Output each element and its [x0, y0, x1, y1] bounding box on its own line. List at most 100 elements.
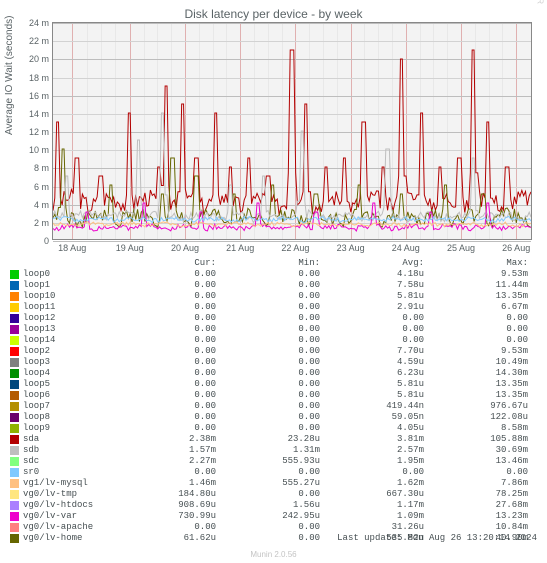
val-min: 0.00 [216, 533, 320, 544]
val-max: 8.58m [424, 423, 528, 434]
legend-row: loop60.000.005.81u13.35m [10, 390, 540, 401]
series-name: loop12 [23, 313, 112, 324]
swatch-icon [10, 358, 19, 367]
val-min: 0.00 [216, 335, 320, 346]
val-cur: 0.00 [112, 269, 216, 280]
val-avg: 59.05n [320, 412, 424, 423]
val-max: 13.35m [424, 390, 528, 401]
tool-label: Munin 2.0.56 [0, 550, 547, 559]
val-max: 27.68m [424, 500, 528, 511]
series-name: loop7 [23, 401, 112, 412]
series-name: sda [23, 434, 112, 445]
val-cur: 0.00 [112, 412, 216, 423]
ytick: 14 m [19, 109, 49, 119]
legend-row: loop110.000.002.91u6.67m [10, 302, 540, 313]
val-max: 105.88m [424, 434, 528, 445]
swatch-icon [10, 369, 19, 378]
series-name: vg0/lv-tmp [23, 489, 112, 500]
val-min: 0.00 [216, 291, 320, 302]
legend-row: loop00.000.004.18u9.53m [10, 269, 540, 280]
series-name: loop9 [23, 423, 112, 434]
xtick: 21 Aug [226, 243, 254, 253]
swatch-icon [10, 479, 19, 488]
swatch-icon [10, 402, 19, 411]
legend-table: Cur: Min: Avg: Max: loop00.000.004.18u9.… [10, 258, 540, 544]
swatch-icon [10, 512, 19, 521]
val-avg: 4.59u [320, 357, 424, 368]
series-name: loop10 [23, 291, 112, 302]
series-name: vg1/lv-mysql [23, 478, 112, 489]
xtick: 23 Aug [337, 243, 365, 253]
val-cur: 730.99u [112, 511, 216, 522]
ytick: 4 m [19, 200, 49, 210]
legend-row: loop30.000.004.59u10.49m [10, 357, 540, 368]
val-cur: 0.00 [112, 401, 216, 412]
val-avg: 667.30u [320, 489, 424, 500]
val-min: 0.00 [216, 489, 320, 500]
xtick: 18 Aug [58, 243, 86, 253]
legend-row: loop40.000.006.23u14.30m [10, 368, 540, 379]
ytick: 10 m [19, 145, 49, 155]
xtick: 22 Aug [281, 243, 309, 253]
val-max: 6.67m [424, 302, 528, 313]
val-avg: 7.58u [320, 280, 424, 291]
val-avg: 2.91u [320, 302, 424, 313]
ytick: 8 m [19, 163, 49, 173]
val-avg: 5.81u [320, 379, 424, 390]
col-max: Max: [424, 258, 528, 269]
swatch-icon [10, 490, 19, 499]
xtick: 25 Aug [447, 243, 475, 253]
series-name: loop4 [23, 368, 112, 379]
xtick: 24 Aug [392, 243, 420, 253]
series-name: vg0/lv-apache [23, 522, 112, 533]
val-cur: 0.00 [112, 390, 216, 401]
ytick: 2 m [19, 218, 49, 228]
swatch-icon [10, 314, 19, 323]
legend-header: Cur: Min: Avg: Max: [10, 258, 540, 269]
legend-row: vg0/lv-tmp184.80u0.00667.30u78.25m [10, 489, 540, 500]
legend-row: vg0/lv-var730.99u242.95u1.09m13.23m [10, 511, 540, 522]
val-avg: 419.44n [320, 401, 424, 412]
val-min: 0.00 [216, 280, 320, 291]
legend-row: loop140.000.000.000.00 [10, 335, 540, 346]
last-update: Last update: Mon Aug 26 13:20:14 2024 [337, 533, 537, 543]
val-max: 122.08u [424, 412, 528, 423]
swatch-icon [10, 336, 19, 345]
val-cur: 61.62u [112, 533, 216, 544]
series-name: loop11 [23, 302, 112, 313]
val-cur: 908.69u [112, 500, 216, 511]
y-axis-label: Average IO Wait (seconds) [4, 16, 15, 136]
val-avg: 1.09m [320, 511, 424, 522]
val-min: 23.28u [216, 434, 320, 445]
swatch-icon [10, 380, 19, 389]
val-min: 0.00 [216, 467, 320, 478]
legend-row: loop50.000.005.81u13.35m [10, 379, 540, 390]
val-cur: 0.00 [112, 379, 216, 390]
swatch-icon [10, 457, 19, 466]
series-name: loop1 [23, 280, 112, 291]
val-min: 0.00 [216, 412, 320, 423]
val-avg: 2.57m [320, 445, 424, 456]
val-avg: 1.17m [320, 500, 424, 511]
legend-row: loop70.000.00419.44n976.67u [10, 401, 540, 412]
legend-row: vg0/lv-htdocs908.69u1.56u1.17m27.68m [10, 500, 540, 511]
legend-row: loop20.000.007.70u9.53m [10, 346, 540, 357]
ytick: 12 m [19, 127, 49, 137]
val-max: 0.00 [424, 313, 528, 324]
plot-area: 02 m4 m6 m8 m10 m12 m14 m16 m18 m20 m22 … [52, 22, 532, 240]
val-min: 0.00 [216, 379, 320, 390]
val-min: 0.00 [216, 313, 320, 324]
val-cur: 0.00 [112, 302, 216, 313]
val-max: 976.67u [424, 401, 528, 412]
val-avg: 5.81u [320, 291, 424, 302]
ytick: 0 [19, 236, 49, 246]
val-cur: 0.00 [112, 313, 216, 324]
legend-row: loop120.000.000.000.00 [10, 313, 540, 324]
val-min: 0.00 [216, 390, 320, 401]
val-avg: 0.00 [320, 313, 424, 324]
series-name: sdb [23, 445, 112, 456]
xtick: 19 Aug [116, 243, 144, 253]
val-min: 555.93u [216, 456, 320, 467]
legend-row: loop80.000.0059.05n122.08u [10, 412, 540, 423]
val-min: 0.00 [216, 324, 320, 335]
